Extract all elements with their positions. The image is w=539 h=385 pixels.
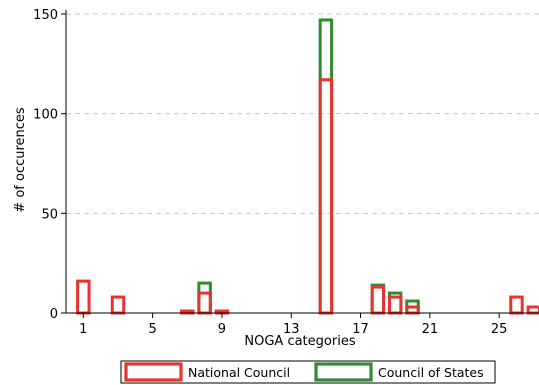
bar-council-of-states	[318, 18, 334, 315]
legend: National Council Council of States	[120, 360, 496, 384]
tick-labels: 0 50 100 150 1 5 9 13 17 21 25	[33, 8, 507, 337]
legend-swatch-national-council	[124, 362, 183, 382]
x-tick-label: 9	[218, 322, 226, 337]
national-council-bars	[76, 78, 539, 315]
bar-national-council	[526, 305, 539, 315]
bar-national-council	[197, 291, 212, 315]
y-tick-label: 0	[50, 307, 58, 322]
legend-label-national-council: National Council	[188, 365, 290, 380]
legend-frame	[120, 360, 496, 384]
grid-lines	[66, 13, 539, 214]
y-tick-label: 50	[41, 207, 58, 222]
bar-council-of-states	[197, 281, 212, 315]
legend-label-council-of-states: Council of States	[378, 365, 484, 380]
bar-national-council	[509, 295, 524, 315]
x-tick-label: 17	[352, 322, 369, 337]
axes	[65, 10, 539, 314]
x-axis-label: NOGA categories	[244, 334, 355, 349]
bar-national-council	[318, 78, 334, 315]
bar-national-council	[405, 305, 420, 315]
bar-national-council	[76, 279, 91, 315]
y-axis-label: # of occurences	[13, 107, 28, 213]
y-tick-label: 100	[33, 108, 58, 123]
x-tick-label: 21	[422, 322, 439, 337]
bar-national-council	[387, 295, 403, 315]
y-tick-label: 150	[33, 8, 58, 23]
bar-national-council	[370, 285, 386, 315]
legend-swatch-council-of-states	[314, 362, 373, 382]
x-tick-label: 5	[148, 322, 156, 337]
council-of-states-bars	[197, 18, 420, 315]
bar-national-council	[110, 295, 126, 315]
x-tick-label: 1	[79, 322, 87, 337]
x-tick-label: 25	[491, 322, 508, 337]
x-tick-label: 13	[283, 322, 300, 337]
bar-council-of-states	[370, 283, 386, 315]
